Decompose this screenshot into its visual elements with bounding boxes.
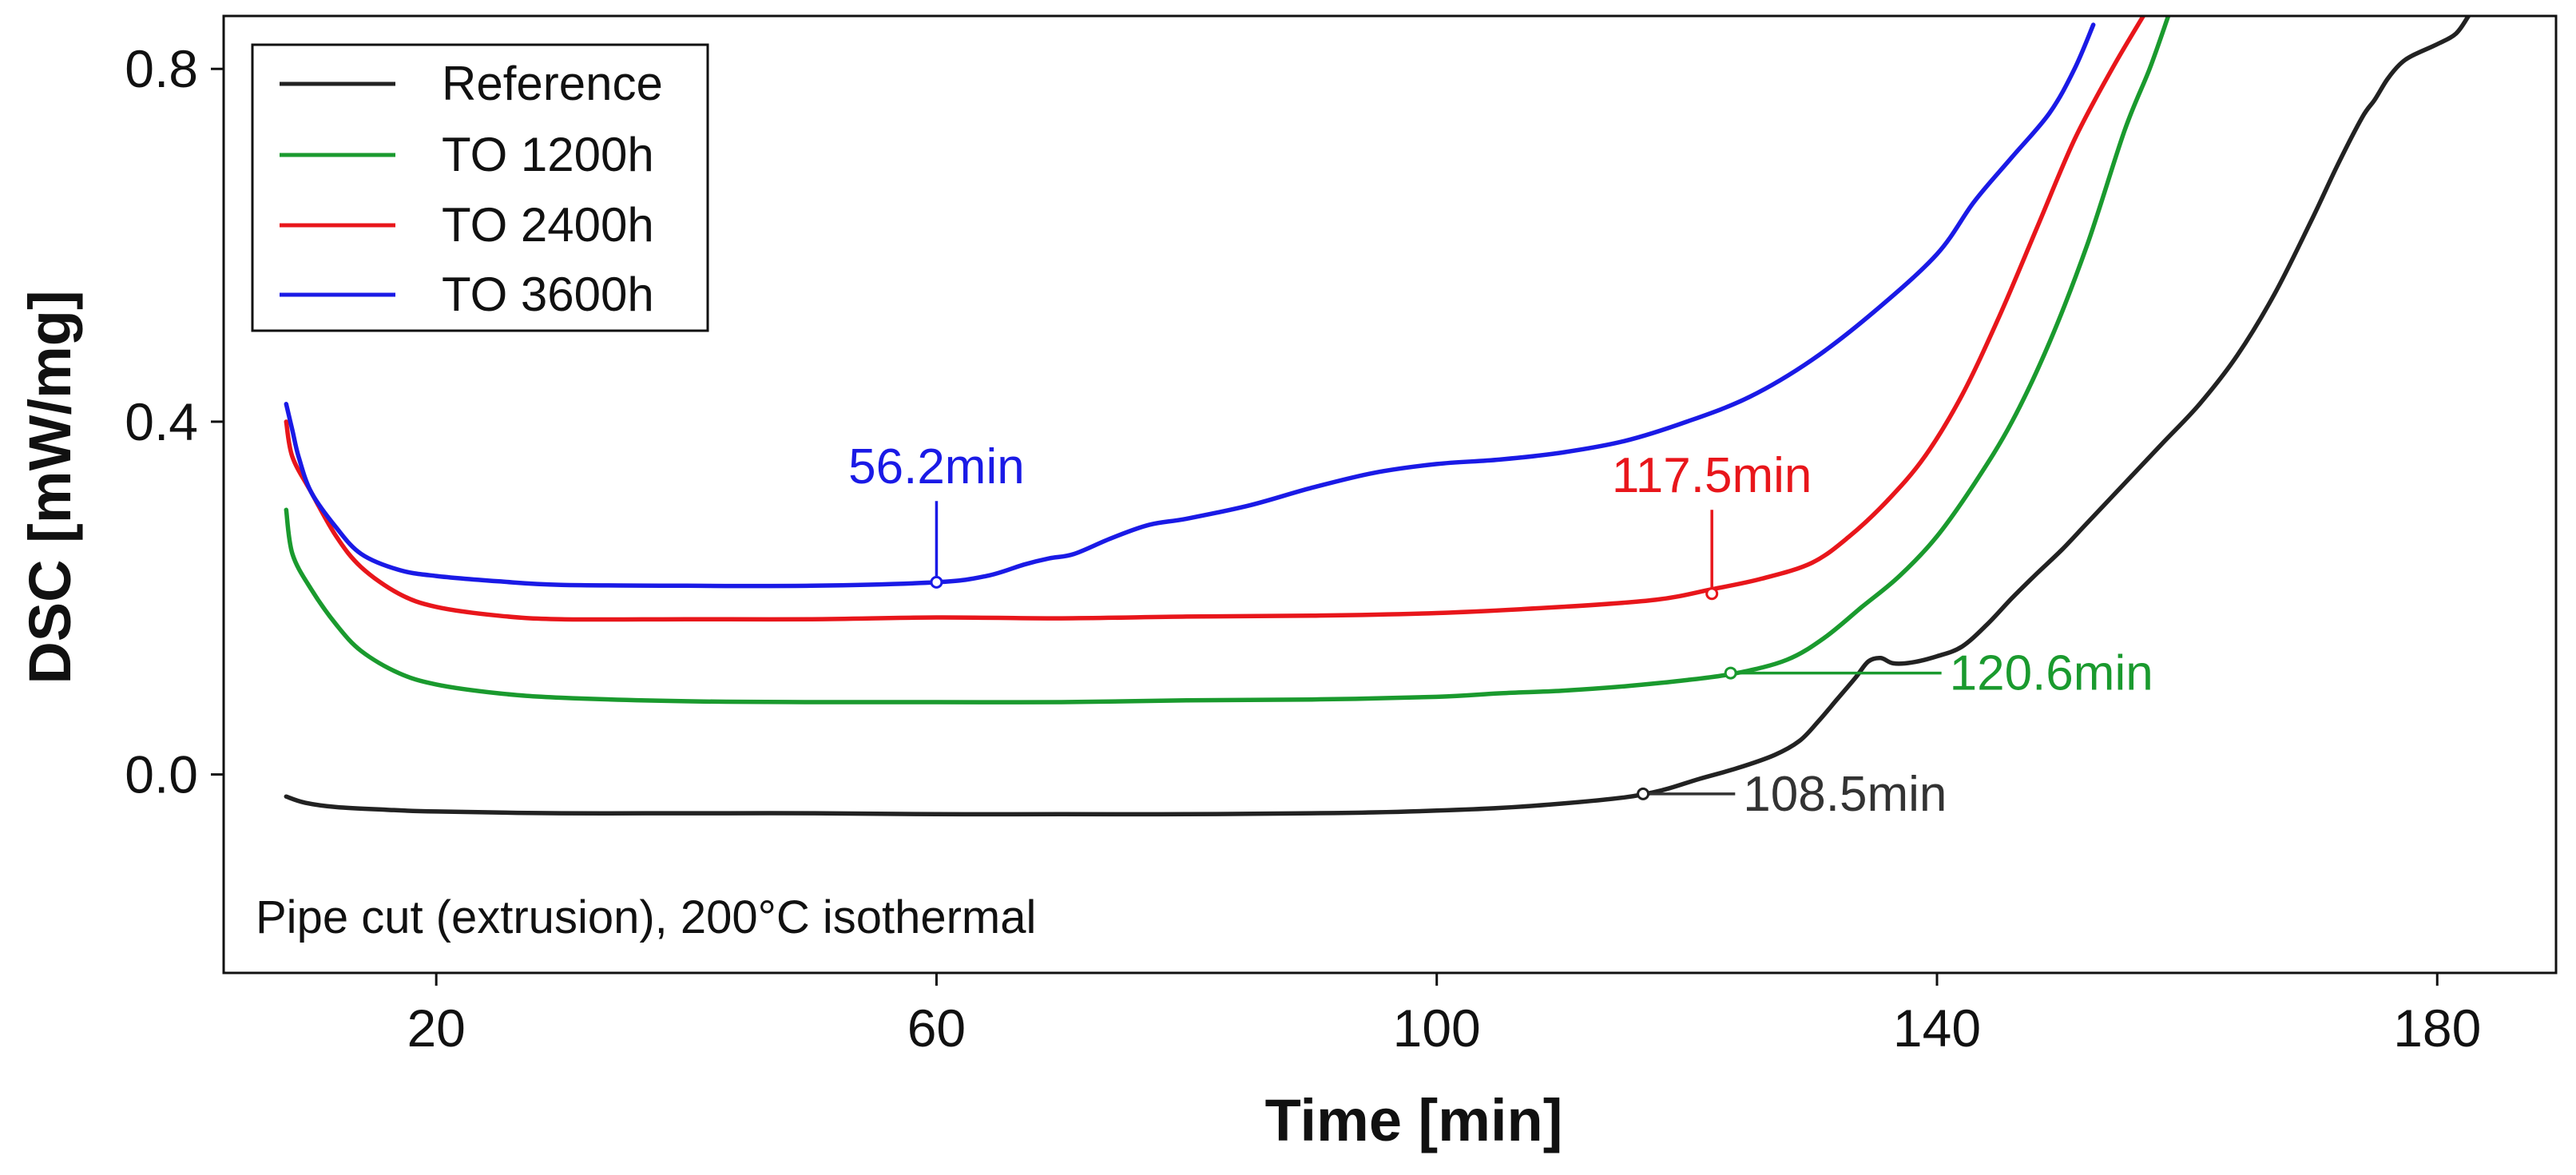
- x-tick-label: 140: [1893, 998, 1981, 1058]
- series-line-to-3600h: [284, 22, 2096, 589]
- x-tick-label: 20: [407, 998, 465, 1058]
- series-line-to-2400h: [284, 16, 2146, 622]
- x-tick-label: 100: [1393, 998, 1481, 1058]
- legend-box: [251, 43, 709, 332]
- y-tick-label: 0.8: [125, 39, 198, 98]
- plot-frame: [222, 14, 2558, 975]
- note-text: Pipe cut (extrusion), 200°C isothermal: [256, 891, 1036, 943]
- annotation-117-5min-label: 117.5min: [1612, 448, 1812, 503]
- annotation-layer: 56.2min 117.5min 120.6min 108.5min: [848, 439, 2153, 822]
- y-tick-label: 0.4: [125, 392, 198, 451]
- annotation-120-6min-label: 120.6min: [1950, 646, 2153, 701]
- legend-label-reference: Reference: [442, 57, 663, 110]
- x-tick-label: 180: [2393, 998, 2481, 1058]
- legend: Reference TO 1200h TO 2400h TO 3600h: [251, 43, 709, 332]
- x-axis-label: Time [min]: [1265, 1087, 1563, 1153]
- series-line-to-1200h: [284, 16, 2171, 705]
- annotation-56-2min-label: 56.2min: [848, 439, 1025, 494]
- y-tick-label: 0.0: [125, 745, 198, 804]
- legend-label-to-1200h: TO 1200h: [442, 128, 654, 181]
- annotation-117-5min-marker: [1705, 587, 1719, 601]
- annotation-120-6min-marker: [1724, 666, 1737, 680]
- x-tick-label: 60: [907, 998, 966, 1058]
- legend-label-to-2400h: TO 2400h: [442, 198, 654, 252]
- annotation-108-5min-marker: [1637, 787, 1650, 800]
- legend-label-to-3600h: TO 3600h: [442, 268, 654, 321]
- y-axis-label: DSC [mW/mg]: [17, 290, 83, 684]
- axis-layer: 20 60 100 140 180 0.0 0.4 0.8: [125, 39, 2481, 1058]
- series-line-reference: [284, 16, 2471, 817]
- annotation-108-5min-label: 108.5min: [1743, 767, 1947, 822]
- annotation-56-2min-marker: [930, 575, 943, 589]
- series-layer: [284, 16, 2471, 817]
